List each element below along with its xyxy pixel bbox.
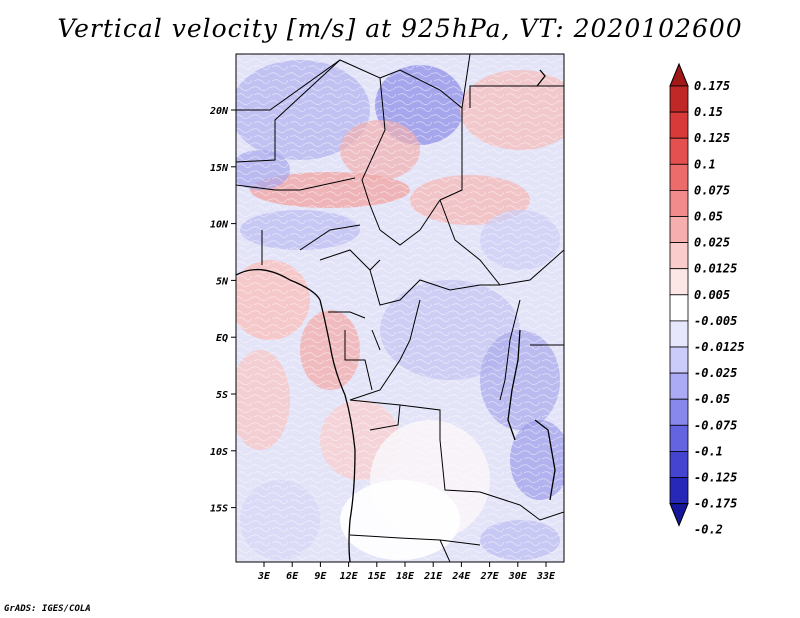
lon-label: 9E	[314, 571, 327, 582]
colorbar-bottom-arrow	[669, 503, 689, 527]
colorbar-top-arrow	[669, 62, 689, 87]
lon-label: 18E	[396, 571, 415, 582]
colorbar-segment	[669, 398, 689, 426]
colorbar-segment	[669, 111, 689, 139]
lat-label: 5N	[216, 276, 229, 287]
colorbar-label: 0.075	[694, 183, 730, 197]
colorbar-segment	[669, 163, 689, 191]
colorbar-segment	[669, 372, 689, 400]
colorbar-segment	[669, 268, 689, 296]
colorbar-label: 0.1	[694, 157, 716, 171]
colorbar-label: -0.175	[694, 497, 737, 511]
colorbar-segment	[669, 450, 689, 478]
lat-label: 15S	[210, 504, 228, 515]
map-frame	[235, 53, 565, 563]
colorbar-label: 0.005	[694, 288, 730, 302]
colorbar-label: 0.05	[694, 210, 723, 224]
lon-label: 15E	[368, 571, 387, 582]
lat-label: 10N	[210, 220, 229, 231]
colorbar-segment	[669, 424, 689, 452]
lon-label: 30E	[508, 571, 528, 582]
lon-label: 24E	[451, 571, 471, 582]
lon-label: 6E	[286, 571, 299, 582]
colorbar-segment	[669, 320, 689, 348]
colorbar-segment	[669, 294, 689, 322]
lon-label: 33E	[536, 571, 556, 582]
colorbar-label: 0.025	[694, 236, 730, 250]
colorbar-segment	[669, 137, 689, 165]
lon-label: 21E	[423, 571, 443, 582]
colorbar-label: -0.125	[694, 471, 737, 485]
colorbar-label: -0.0125	[694, 340, 745, 354]
colorbar-label: -0.075	[694, 418, 737, 432]
map-axes: 20N 15N 10N 5N EQ 5S 10S 15S 3E 6E 9E 12E 15E 18E 21E 2…	[209, 106, 556, 582]
colorbar-label: -0.025	[694, 366, 737, 380]
credit-text: GrADS: IGES/COLA	[4, 604, 91, 614]
colorbar-label: -0.05	[694, 392, 730, 406]
chart-title: Vertical velocity [m/s] at 925hPa, VT: 2…	[57, 14, 743, 43]
lon-label: 3E	[257, 571, 271, 582]
colorbar: 0.175 0.15 0.125 0.1 0.075 0.05 0.025 0.0125 0.0…	[669, 62, 745, 537]
colorbar-label: -0.2	[694, 523, 723, 537]
lat-label: 10S	[210, 447, 228, 458]
colorbar-segment	[669, 346, 689, 374]
colorbar-label: 0.175	[694, 79, 730, 93]
lon-label: 27E	[480, 571, 500, 582]
colorbar-segment	[669, 189, 689, 217]
lat-label: 5S	[216, 390, 228, 401]
colorbar-segment	[669, 242, 689, 270]
colorbar-label: 0.0125	[694, 262, 737, 276]
country-borders	[236, 54, 564, 562]
lon-label: 12E	[340, 571, 359, 582]
velocity-field	[236, 54, 564, 562]
colorbar-segment	[669, 85, 689, 113]
lat-label: 15N	[210, 163, 229, 174]
colorbar-label: -0.005	[694, 314, 737, 328]
lat-label: EQ	[216, 333, 228, 344]
colorbar-segment	[669, 216, 689, 244]
colorbar-label: -0.1	[694, 444, 723, 458]
colorbar-label: 0.125	[694, 131, 730, 145]
colorbar-label: 0.15	[694, 105, 723, 119]
colorbar-segment	[669, 477, 689, 505]
lat-label: 20N	[209, 106, 229, 117]
coastline	[236, 69, 556, 562]
